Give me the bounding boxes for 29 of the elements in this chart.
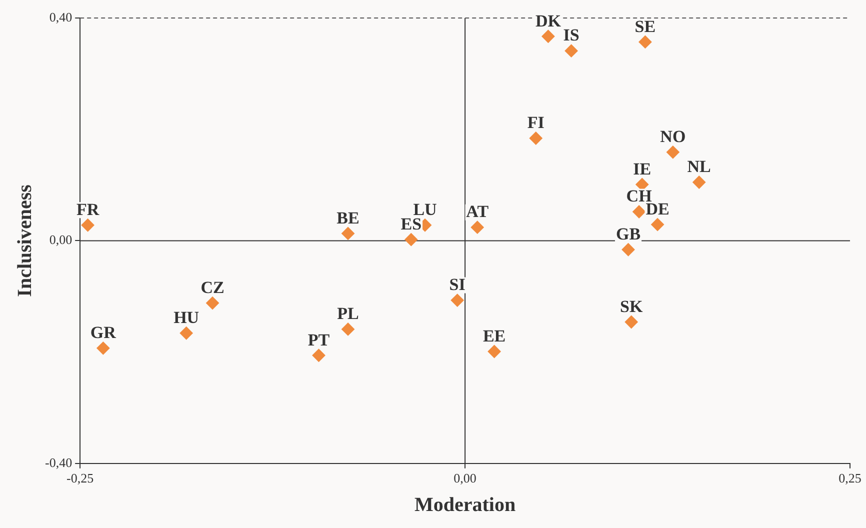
- annotation: PT: [308, 330, 330, 350]
- annotation: LU: [413, 200, 437, 219]
- annotation: HU: [174, 308, 200, 328]
- x-tick-label: 0,25: [838, 470, 862, 486]
- annotation: EE: [482, 326, 506, 346]
- y-tick-label: 0,40: [49, 9, 72, 24]
- annotation: PL: [337, 304, 359, 324]
- x-axis-title: Moderation: [414, 494, 516, 516]
- annotation: DK: [535, 11, 562, 30]
- annotation: IE: [633, 159, 652, 178]
- annotation: ES: [400, 214, 422, 234]
- annotation: GB: [616, 224, 641, 244]
- annotation: AT: [466, 202, 490, 222]
- y-axis-title: Inclusiveness: [14, 184, 36, 297]
- annotation: NO: [660, 127, 686, 146]
- x-tick-label: -0,25: [66, 470, 94, 486]
- annotation: GR: [90, 323, 117, 342]
- x-tick-label: 0,00: [454, 470, 476, 486]
- annotation: NL: [687, 157, 711, 176]
- y-tick-label: 0,00: [49, 232, 72, 248]
- annotation: BE: [336, 208, 360, 228]
- annotation: SK: [620, 296, 644, 316]
- y-tick-label: -0,40: [44, 454, 72, 470]
- annotation: IS: [563, 26, 580, 45]
- annotation: SE: [634, 16, 656, 36]
- annotation: FI: [527, 113, 545, 132]
- annotation: FR: [76, 200, 100, 219]
- annotation: SI: [449, 275, 466, 294]
- annotation: CZ: [200, 278, 224, 297]
